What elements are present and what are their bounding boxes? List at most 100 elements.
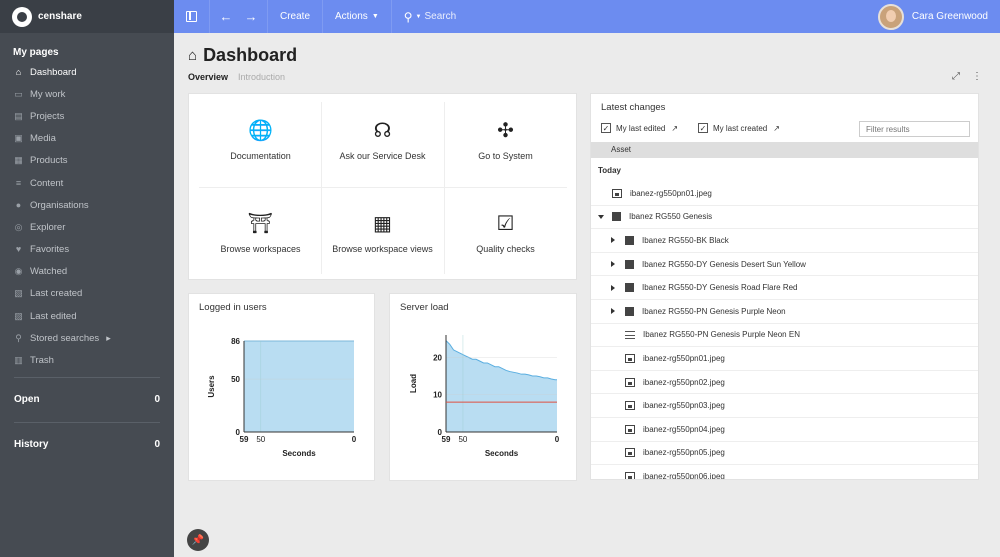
checkbox-label: My last edited	[616, 123, 666, 133]
product-variant-icon	[625, 306, 634, 316]
sidebar-item-content[interactable]: ≡ Content	[0, 172, 174, 194]
list-item[interactable]: ibanez-rg550pn06.jpeg	[591, 465, 978, 479]
quick-link-quality-checks[interactable]: ☑ Quality checks	[444, 187, 567, 280]
sidebar-item-stored-searches[interactable]: ⚲ Stored searches ▸	[0, 327, 174, 349]
sidebar-item-label: Favorites	[30, 244, 70, 256]
search-input[interactable]: ⚲ ▼ Search	[392, 0, 468, 33]
sidebar-item-trash[interactable]: ▥ Trash	[0, 349, 174, 371]
divider	[321, 102, 322, 274]
sidebar-item-label: Last edited	[30, 310, 77, 322]
list-item[interactable]: Ibanez RG550-DY Genesis Desert Sun Yello…	[591, 253, 978, 277]
open-count: 0	[154, 394, 160, 406]
sidebar-item-watched[interactable]: ◉ Watched	[0, 261, 174, 283]
group-today: Today	[598, 166, 621, 175]
network-icon: ✣	[497, 119, 514, 142]
sidebar-item-last-edited[interactable]: ▨ Last edited	[0, 305, 174, 327]
history-section[interactable]: History 0	[0, 428, 174, 462]
inbox-icon: ▭	[14, 88, 23, 99]
quick-link-ask-our-service-desk[interactable]: ☊ Ask our Service Desk	[321, 94, 444, 187]
trash-icon: ▥	[14, 355, 23, 366]
sidebar-nav: ⌂ Dashboard ▭ My work ▤ Projects ▣ Media ▦ Produc…	[0, 61, 174, 372]
history-label: History	[14, 439, 49, 451]
list-item[interactable]: Ibanez RG550-BK Black	[591, 229, 978, 253]
list-item[interactable]: Ibanez RG550-PN Genesis Purple Neon EN	[591, 324, 978, 348]
divider	[199, 187, 567, 188]
quick-link-documentation[interactable]: 🌐 Documentation	[199, 94, 322, 187]
latest-changes-panel: Latest changes ✓ My last edited ↗ ✓ My l…	[590, 93, 979, 480]
back-arrow-icon[interactable]: ←	[219, 9, 233, 24]
open-section[interactable]: Open 0	[0, 383, 174, 417]
y-axis-label: Users	[207, 375, 216, 398]
sidebar-item-my-work[interactable]: ▭ My work	[0, 83, 174, 105]
my-last-edited-checkbox[interactable]: ✓ My last edited ↗	[601, 123, 678, 133]
asset-column-header[interactable]: Asset	[591, 142, 978, 158]
latest-title: Latest changes	[601, 102, 666, 113]
list-item[interactable]: ibanez-rg550pn05.jpeg	[591, 442, 978, 466]
y-tick-label: 50	[231, 375, 240, 384]
sidebar-item-favorites[interactable]: ♥ Favorites	[0, 239, 174, 261]
my-last-created-checkbox[interactable]: ✓ My last created ↗	[698, 123, 780, 133]
image-icon	[625, 377, 635, 387]
forward-arrow-icon[interactable]: →	[244, 9, 258, 24]
sidebar-item-label: Content	[30, 177, 64, 189]
last-created-icon: ▧	[14, 288, 23, 299]
list-item-label: Ibanez RG550-DY Genesis Desert Sun Yello…	[642, 259, 806, 269]
sidebar-item-label: Explorer	[30, 221, 66, 233]
globe-icon: 🌐	[248, 119, 273, 142]
tab-introduction[interactable]: Introduction	[238, 72, 286, 82]
list-item[interactable]: Ibanez RG550 Genesis	[591, 206, 978, 230]
sidebar-item-last-created[interactable]: ▧ Last created	[0, 283, 174, 305]
list-item[interactable]: ibanez-rg550pn03.jpeg	[591, 394, 978, 418]
headset-icon: ☊	[373, 119, 392, 142]
quick-link-browse-workspaces[interactable]: ⛩ Browse workspaces	[199, 187, 322, 280]
sidebar-toggle-button[interactable]	[174, 0, 210, 33]
y-axis-label: Load	[409, 374, 418, 393]
expand-icon[interactable]: ⤢	[952, 71, 960, 82]
sidebar-item-media[interactable]: ▣ Media	[0, 128, 174, 150]
sidebar-item-products[interactable]: ▦ Products	[0, 150, 174, 172]
checkbox-checked-icon: ✓	[698, 123, 708, 133]
list-item[interactable]: ibanez-rg550pn01.jpeg	[591, 182, 978, 206]
external-link-icon[interactable]: ↗	[773, 123, 780, 133]
list-item-label: ibanez-rg550pn02.jpeg	[643, 377, 725, 387]
logo[interactable]: censhare	[0, 0, 174, 33]
sidebar-item-explorer[interactable]: ◎ Explorer	[0, 216, 174, 238]
y-tick-label: 0	[236, 428, 241, 437]
sidebar-item-organisations[interactable]: ● Organisations	[0, 194, 174, 216]
pin-button[interactable]: 📌	[187, 529, 209, 551]
list-item[interactable]: ibanez-rg550pn04.jpeg	[591, 418, 978, 442]
quick-link-label: Go to System	[478, 150, 533, 161]
sidebar-item-label: Media	[30, 133, 56, 145]
y-tick-label: 0	[438, 428, 443, 437]
list-item[interactable]: ibanez-rg550pn02.jpeg	[591, 371, 978, 395]
list-item[interactable]: ibanez-rg550pn01.jpeg	[591, 347, 978, 371]
sidebar-item-projects[interactable]: ▤ Projects	[0, 105, 174, 127]
sidebar-divider	[14, 376, 160, 378]
quick-link-browse-workspace-views[interactable]: ▦ Browse workspace views	[321, 187, 444, 280]
home-icon: ⌂	[15, 66, 22, 77]
quick-link-go-to-system[interactable]: ✣ Go to System	[444, 94, 567, 187]
sidebar-item-label: Trash	[30, 355, 54, 367]
last-edited-icon: ▨	[14, 310, 23, 321]
filter-input[interactable]	[859, 121, 970, 137]
user-menu[interactable]: Cara Greenwood	[877, 3, 1000, 30]
actions-button[interactable]: Actions ▼	[323, 0, 392, 33]
tab-overview[interactable]: Overview	[188, 72, 229, 82]
caret-right-icon[interactable]	[611, 261, 621, 268]
external-link-icon[interactable]: ↗	[671, 123, 679, 133]
create-button[interactable]: Create	[268, 0, 324, 33]
sidebar-item-dashboard[interactable]: ⌂ Dashboard	[0, 61, 174, 83]
list-item[interactable]: Ibanez RG550-DY Genesis Road Flare Red	[591, 276, 978, 300]
x-axis-label: Seconds	[485, 449, 519, 458]
more-vertical-icon[interactable]: ⋮	[972, 71, 982, 82]
grid-icon: ▦	[373, 212, 392, 235]
caret-right-icon[interactable]	[611, 237, 621, 244]
caret-down-icon[interactable]	[598, 214, 608, 219]
caret-right-icon[interactable]	[611, 308, 621, 315]
user-name: Cara Greenwood	[911, 11, 988, 22]
open-label: Open	[14, 394, 40, 406]
checkbox-icon: ☑	[496, 212, 515, 235]
history-count: 0	[154, 439, 160, 451]
list-item[interactable]: Ibanez RG550-PN Genesis Purple Neon	[591, 300, 978, 324]
caret-right-icon[interactable]	[611, 284, 621, 291]
